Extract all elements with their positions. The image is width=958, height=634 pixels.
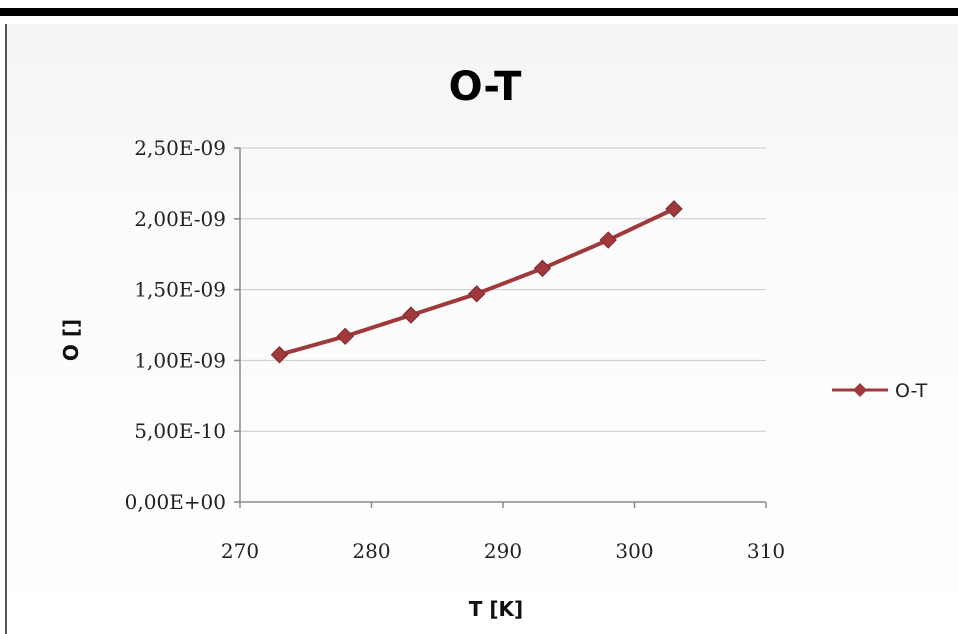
y-tick-label: 2,50E-09 <box>134 136 226 160</box>
top-border-rule <box>0 8 958 16</box>
x-tick-label: 300 <box>615 539 653 563</box>
x-tick-label: 270 <box>221 539 259 563</box>
y-tick-label: 0,00E+00 <box>125 490 226 514</box>
y-tick-label: 5,00E-10 <box>134 419 226 443</box>
data-point-marker <box>533 259 552 278</box>
data-point-marker <box>270 346 289 364</box>
x-tick-label: 280 <box>352 539 390 563</box>
gridlines <box>240 147 766 432</box>
data-point-marker <box>336 327 354 346</box>
x-tick-label: 310 <box>747 539 785 563</box>
x-axis-ticks: 270 280 290 300 310 <box>221 502 785 563</box>
chart-frame <box>5 24 958 634</box>
x-axis-label: T [K] <box>469 597 523 621</box>
y-tick-label: 2,00E-09 <box>134 207 226 231</box>
y-tick-label: 1,50E-09 <box>134 278 226 302</box>
legend-label-o-t: O-T <box>895 380 928 402</box>
data-point-marker <box>402 306 420 324</box>
data-point-marker <box>599 231 617 249</box>
series-layer <box>270 200 683 364</box>
data-point-marker <box>665 200 683 218</box>
legend-marker-o-t <box>853 383 867 397</box>
data-point-marker <box>467 285 486 303</box>
y-tick-label: 1,00E-09 <box>134 348 226 372</box>
chart-title: O-T <box>449 64 522 110</box>
y-axis-ticks: 0,00E+00 5,00E-10 1,00E-09 1,50E-09 2,00E-09… <box>125 136 240 514</box>
x-tick-label: 290 <box>484 539 522 563</box>
y-axis-label: O [] <box>59 319 83 361</box>
series-line-o-t <box>278 207 675 357</box>
legend: O-T <box>832 380 928 402</box>
